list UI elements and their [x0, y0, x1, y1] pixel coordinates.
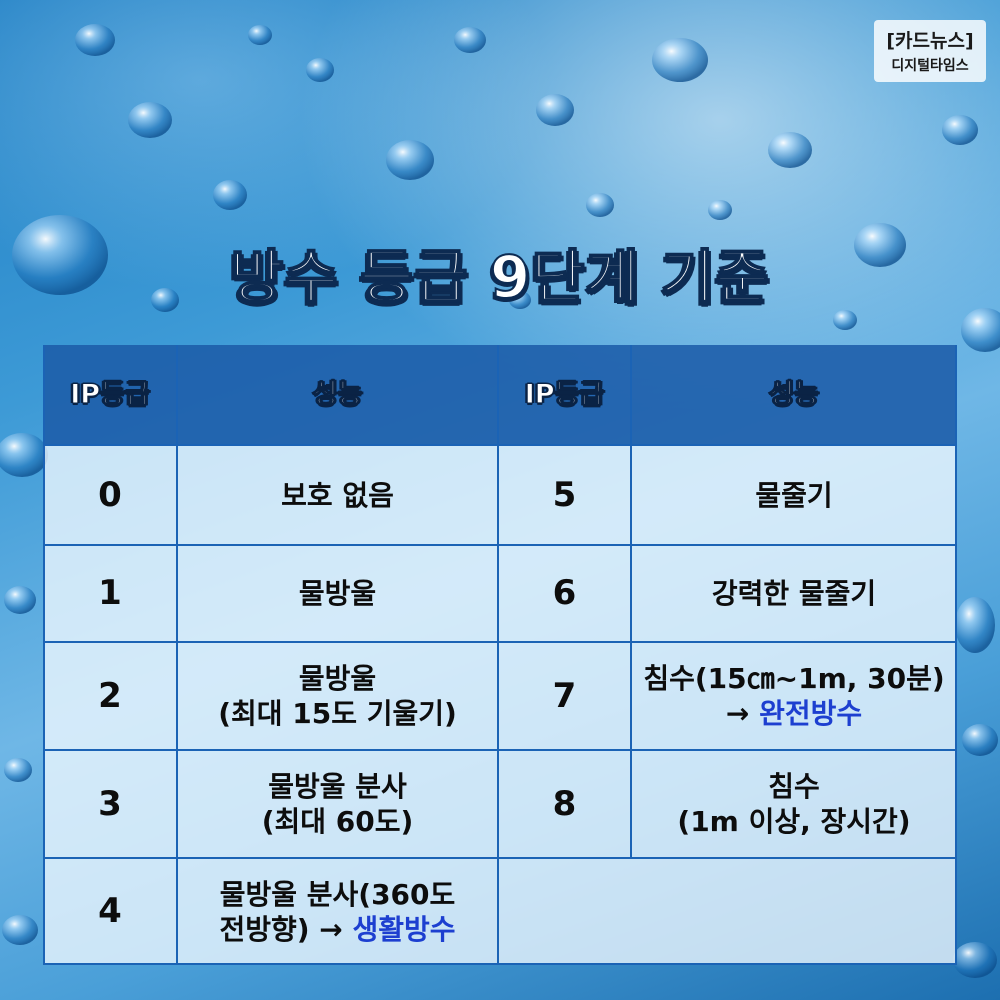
performance-cell: 강력한 물줄기 [631, 545, 957, 642]
waterproof-class-highlight: 완전방수 [759, 697, 863, 730]
performance-line: 물줄기 [755, 478, 832, 513]
grid-line [43, 544, 957, 546]
ip-rating-table: IP등급 성능 IP등급 성능 0 보호 없음 1 물방울 2 물방울 (최대 15도 기울… [43, 345, 957, 965]
performance-line: (최대 15도 기울기) [218, 696, 457, 731]
performance-cell: 물방울 [177, 545, 498, 642]
performance-cell: 물방울 분사 (최대 60도) [177, 750, 498, 858]
ip-grade-cell: 8 [498, 750, 631, 858]
performance-cell: 침수(15㎝~1m, 30분) → 완전방수 [631, 642, 957, 750]
ip-grade-cell: 7 [498, 642, 631, 750]
grid-line [43, 641, 957, 643]
performance-cell: 물방울 분사(360도 전방향) → 생활방수 [177, 858, 498, 965]
performance-line: 물방울 분사(360도 [219, 877, 456, 912]
ip-grade-cell: 1 [43, 545, 177, 642]
performance-cell: 물방울 (최대 15도 기울기) [177, 642, 498, 750]
performance-text: (최대 60도) [261, 805, 414, 838]
performance-text: (최대 15도 기울기) [218, 697, 457, 730]
grid-line [955, 345, 957, 965]
publisher-name: 디지털타임스 [891, 58, 969, 74]
grid-line [43, 963, 957, 965]
grid-line [43, 857, 957, 859]
ip-grade-cell: 4 [43, 858, 177, 965]
grid-line [176, 345, 178, 965]
header-ip-grade-left: IP등급 [43, 345, 177, 445]
performance-line: 강력한 물줄기 [712, 576, 876, 611]
performance-text: 물방울 분사 [268, 770, 407, 803]
grid-line [43, 444, 957, 446]
empty-cell [498, 858, 957, 965]
performance-line: 침수 [677, 769, 910, 804]
performance-text: 전방향) → [219, 912, 353, 946]
ip-grade-cell: 2 [43, 642, 177, 750]
performance-line: 물방울 [299, 576, 376, 611]
grid-line [43, 749, 957, 751]
header-ip-grade-right: IP등급 [498, 345, 631, 445]
performance-text: 보호 없음 [281, 478, 394, 512]
page-title: 방수 등급 9단계 기준 [229, 242, 770, 312]
header-performance-left: 성능 [177, 345, 498, 445]
badge-label: [카드뉴스] [886, 30, 974, 52]
performance-line: 보호 없음 [281, 478, 394, 513]
performance-cell: 침수 (1m 이상, 장시간) [631, 750, 957, 858]
grid-line [43, 345, 45, 965]
ip-grade-cell: 5 [498, 445, 631, 545]
performance-text: 물방울 [298, 577, 377, 610]
performance-text: 침수 [768, 770, 820, 803]
performance-text: (1m 이상, 장시간) [677, 805, 911, 838]
grid-line [630, 345, 632, 858]
card-news-badge: [카드뉴스] 디지털타임스 [874, 20, 986, 82]
waterproof-class-highlight: 생활방수 [352, 912, 456, 946]
ip-grade-cell: 3 [43, 750, 177, 858]
performance-line: 물방울 [218, 661, 457, 696]
performance-line: 침수(15㎝~1m, 30분) [643, 661, 944, 696]
ip-grade-cell: 0 [43, 445, 177, 545]
performance-line: (최대 60도) [262, 804, 414, 839]
performance-line: → 완전방수 [643, 696, 944, 731]
performance-text: 강력한 물줄기 [711, 577, 877, 610]
grid-line [497, 345, 499, 965]
performance-text: 물방울 [298, 662, 377, 695]
performance-text: 물방울 분사(360도 [219, 877, 456, 911]
performance-line: 물방울 분사 [262, 769, 414, 804]
performance-text: 물줄기 [755, 478, 833, 512]
header-performance-right: 성능 [631, 345, 957, 445]
ip-grade-cell: 6 [498, 545, 631, 642]
performance-line: 전방향) → 생활방수 [219, 912, 455, 947]
performance-cell: 보호 없음 [177, 445, 498, 545]
performance-text: 침수(15㎝~1m, 30분) [643, 662, 945, 695]
performance-line: (1m 이상, 장시간) [677, 804, 910, 839]
performance-text: → [725, 697, 760, 730]
performance-cell: 물줄기 [631, 445, 957, 545]
